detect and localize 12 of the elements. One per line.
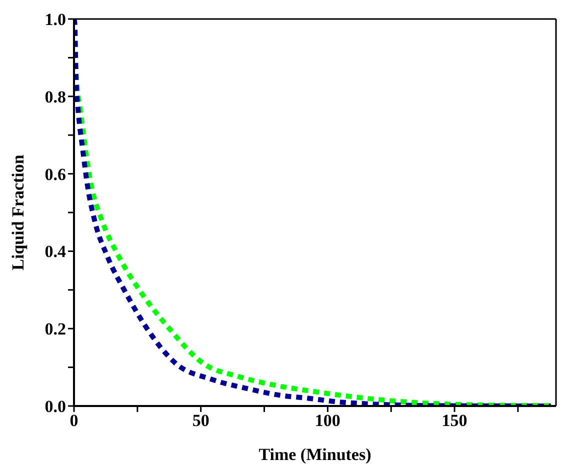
y-tick-label: 0.8 — [44, 87, 66, 106]
y-tick-label: 0.6 — [44, 164, 66, 184]
x-tick-label: 50 — [192, 411, 210, 430]
y-axis-title: Liquid Fraction — [8, 154, 28, 270]
y-tick-label: 0.2 — [44, 320, 66, 339]
y-tick-label: 1.0 — [44, 10, 66, 30]
y-tick-label: 0.4 — [44, 242, 66, 262]
x-tick-label: 0 — [70, 411, 78, 430]
x-axis-title: Time (Minutes) — [258, 445, 372, 464]
x-tick-label: 100 — [314, 411, 340, 430]
x-tick-label: 150 — [442, 411, 468, 430]
y-tick-label: 0.0 — [44, 397, 66, 416]
